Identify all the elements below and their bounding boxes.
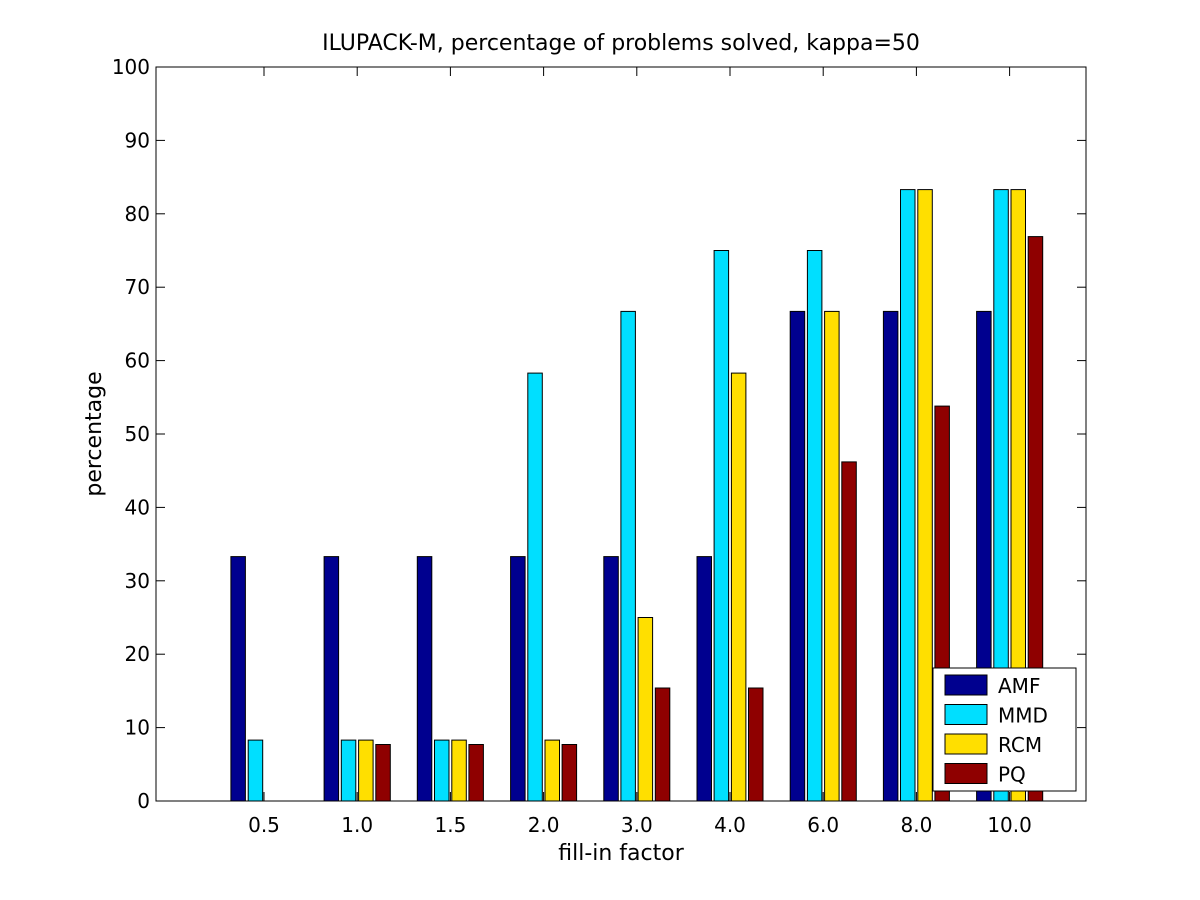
bar-amf-0.5 — [230, 556, 246, 802]
x-axis-ticks: 0.5 1.0 1.5 2.0 3.0 4.0 6.0 8.0 10.0 — [248, 67, 1032, 837]
bar-rcm-4.0 — [730, 372, 747, 802]
bar-amf-8.0 — [882, 310, 899, 802]
legend-label-amf: AMF — [998, 674, 1040, 698]
x-tick-label: 4.0 — [714, 813, 746, 837]
y-tick-label: 10 — [125, 716, 150, 740]
x-tick-label: 8.0 — [900, 813, 932, 837]
bar-mmd-10.0 — [993, 189, 1009, 802]
bar-amf-4.0 — [696, 556, 712, 802]
legend-label-mmd: MMD — [998, 704, 1048, 728]
bar-pq-2.0 — [561, 744, 578, 802]
bar-amf-1.5 — [416, 556, 433, 802]
bar-rcm-1.0 — [358, 739, 374, 802]
y-tick-label: 100 — [112, 55, 150, 79]
x-tick-label: 3.0 — [621, 813, 653, 837]
bar-pq-10.0 — [1027, 236, 1044, 802]
legend: AMF MMD RCM PQ — [932, 667, 1077, 792]
x-tick-label: 0.5 — [248, 813, 280, 837]
y-tick-label: 20 — [125, 642, 150, 666]
bar-mmd-2.0 — [527, 372, 543, 802]
bar-rcm-10.0 — [1010, 189, 1026, 802]
bar-mmd-6.0 — [806, 250, 823, 802]
bar-rcm-3.0 — [637, 617, 654, 802]
bar-pq-1.0 — [375, 744, 391, 802]
x-tick-label: 2.0 — [528, 813, 560, 837]
y-tick-label: 30 — [125, 569, 150, 593]
legend-swatch-rcm — [944, 733, 988, 755]
x-tick-label: 6.0 — [807, 813, 839, 837]
legend-swatch-pq — [944, 763, 988, 784]
y-tick-label: 0 — [137, 789, 150, 813]
x-tick-label: 10.0 — [987, 813, 1032, 837]
bar-pq-4.0 — [748, 687, 764, 802]
bar-pq-3.0 — [654, 687, 671, 802]
bar-pq-6.0 — [841, 461, 857, 802]
bar-amf-1.0 — [323, 556, 340, 802]
x-tick-label: 1.5 — [434, 813, 466, 837]
y-axis-ticks: 0 10 20 30 40 50 60 70 80 90 100 — [112, 55, 1086, 813]
bar-amf-3.0 — [603, 556, 619, 802]
bar-rcm-1.5 — [451, 739, 467, 802]
bars-layer — [230, 189, 1044, 802]
legend-label-rcm: RCM — [998, 733, 1042, 757]
y-tick-label: 50 — [125, 422, 150, 446]
bar-pq-1.5 — [468, 744, 484, 802]
x-axis-label: fill-in factor — [558, 841, 684, 866]
bar-mmd-8.0 — [900, 189, 916, 802]
bar-amf-6.0 — [789, 310, 806, 802]
y-tick-label: 70 — [125, 275, 150, 299]
bar-mmd-3.0 — [620, 310, 636, 802]
y-tick-label: 90 — [125, 128, 150, 152]
bar-mmd-1.0 — [340, 739, 357, 802]
legend-swatch-mmd — [944, 704, 988, 725]
bar-rcm-2.0 — [544, 739, 560, 802]
chart-title: ILUPACK-M, percentage of problems solved… — [322, 31, 920, 56]
y-tick-label: 80 — [125, 202, 150, 226]
x-tick-label: 1.0 — [341, 813, 373, 837]
y-axis-label: percentage — [82, 371, 107, 496]
bar-mmd-4.0 — [713, 250, 730, 802]
bar-rcm-8.0 — [917, 189, 933, 802]
bar-amf-2.0 — [510, 556, 526, 802]
y-tick-label: 40 — [125, 495, 150, 519]
y-tick-label: 60 — [125, 349, 150, 373]
legend-label-pq: PQ — [998, 763, 1026, 787]
bar-mmd-1.5 — [434, 739, 450, 802]
legend-swatch-amf — [944, 674, 988, 696]
bar-rcm-6.0 — [824, 310, 840, 802]
bar-mmd-0.5 — [247, 739, 264, 802]
